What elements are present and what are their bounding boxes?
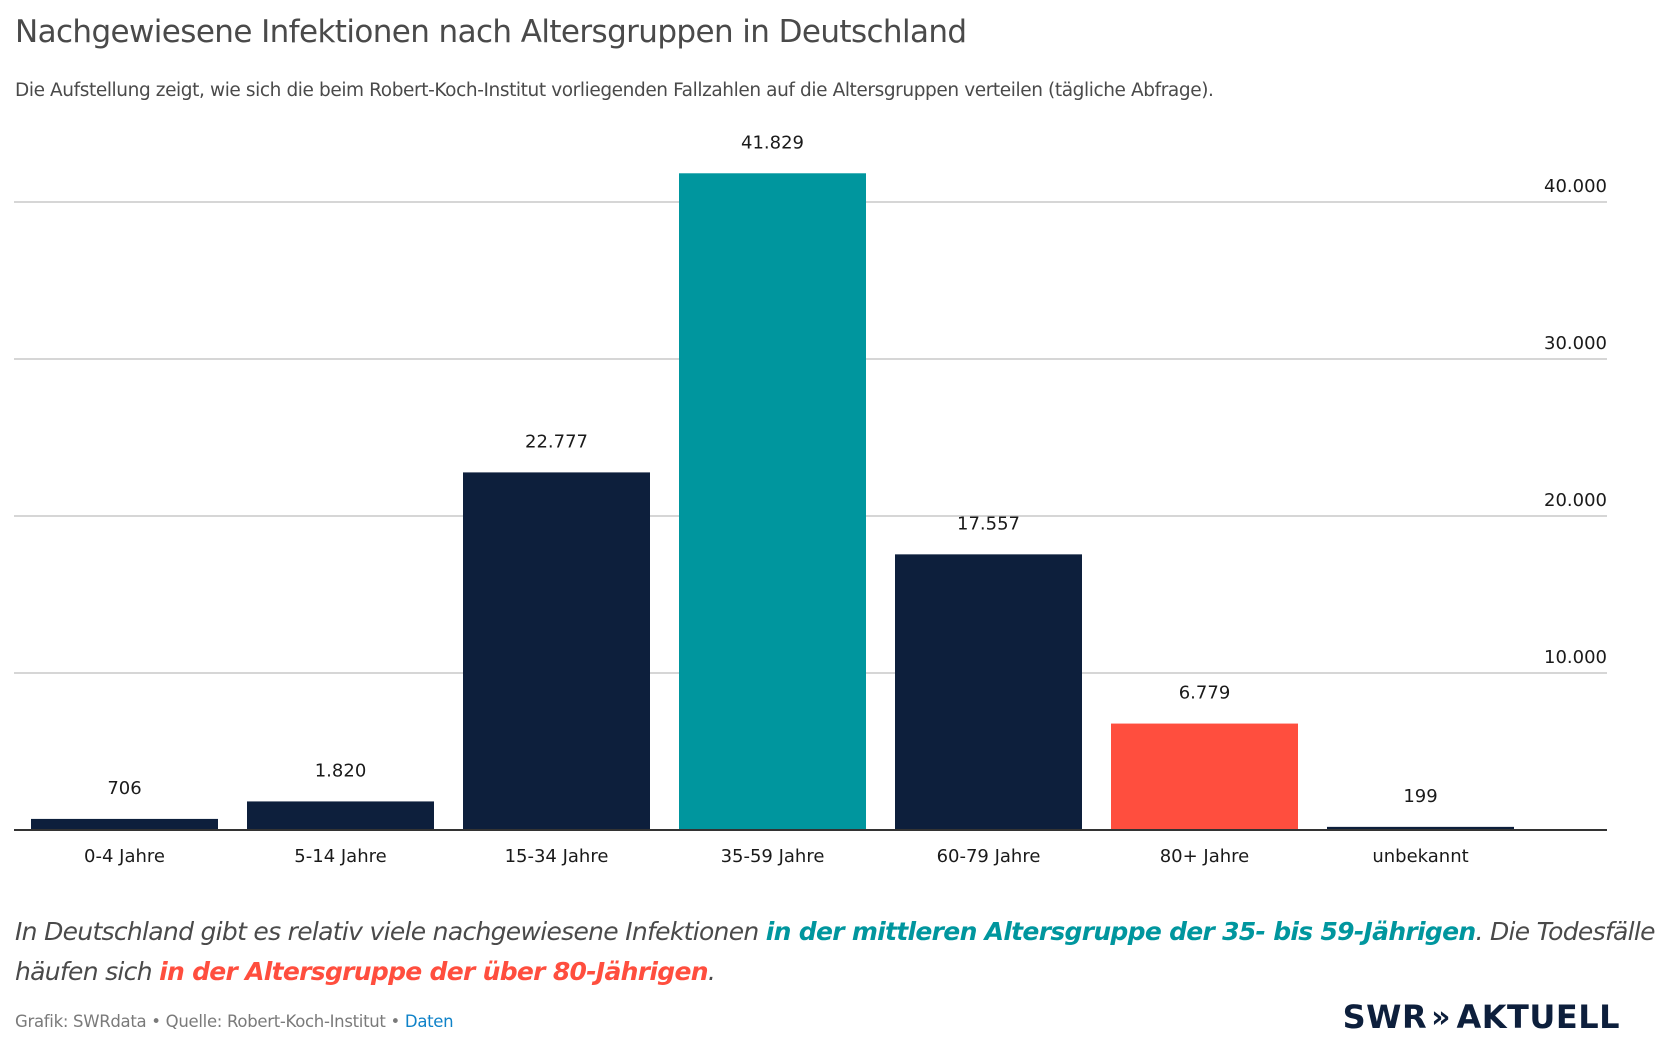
logo-brand: SWR	[1342, 998, 1428, 1036]
x-category-label: 80+ Jahre	[1160, 846, 1250, 867]
bar-35-59-jahre	[679, 173, 866, 831]
data-label: 1.820	[315, 760, 367, 781]
data-labels: 706 1.820 22.777 41.829 17.557 6.779 199	[107, 132, 1437, 807]
bar-chart: 10.000 20.000 30.000 40.000 706 1.820 22.777 4…	[14, 132, 1607, 867]
bar-0-4-jahre	[31, 818, 218, 830]
data-label: 41.829	[741, 132, 804, 153]
bars	[31, 173, 1514, 831]
credit-text: Grafik: SWRdata • Quelle: Robert-Koch-In…	[15, 1012, 405, 1031]
bar-60-79-jahre	[895, 554, 1082, 830]
y-tick-label: 30.000	[1544, 333, 1607, 354]
bar-unbekannt	[1327, 826, 1514, 830]
bar-15-34-jahre	[463, 472, 650, 830]
y-tick-label: 10.000	[1544, 647, 1607, 668]
annotation-text: In Deutschland gibt es relativ viele nac…	[15, 912, 1656, 992]
logo-product: AKTUELL	[1456, 998, 1620, 1036]
annotation-part2: . Die Todesfälle häufen sich	[15, 917, 1656, 986]
y-tick-label: 40.000	[1544, 176, 1607, 197]
annotation-highlight-over-80: in der Altersgruppe der über 80-Jährigen	[159, 957, 708, 986]
bar-80-jahre	[1111, 723, 1298, 830]
x-category-label: unbekannt	[1372, 846, 1468, 867]
source-footer: Grafik: SWRdata • Quelle: Robert-Koch-In…	[15, 1012, 454, 1031]
chart-title: Nachgewiesene Infektionen nach Altersgru…	[15, 14, 967, 50]
data-label: 17.557	[957, 513, 1020, 534]
x-category-label: 35-59 Jahre	[721, 846, 825, 867]
annotation-highlight-middle-age: in der mittleren Altersgruppe der 35- bi…	[765, 917, 1476, 946]
swr-aktuell-logo: SWR » AKTUELL	[1343, 998, 1620, 1036]
logo-chevron-icon: »	[1431, 999, 1451, 1035]
data-label: 199	[1403, 786, 1437, 807]
bar-5-14-jahre	[247, 801, 434, 830]
x-category-label: 60-79 Jahre	[937, 846, 1041, 867]
data-label: 22.777	[525, 431, 588, 452]
x-category-label: 5-14 Jahre	[294, 846, 386, 867]
data-label: 6.779	[1179, 683, 1231, 704]
annotation-part3: .	[707, 957, 716, 986]
y-axis-ticks: 10.000 20.000 30.000 40.000	[1544, 176, 1607, 668]
data-label: 706	[107, 778, 141, 799]
y-tick-label: 20.000	[1544, 490, 1607, 511]
annotation-part1: In Deutschland gibt es relativ viele nac…	[15, 917, 766, 946]
chart-subtitle: Die Aufstellung zeigt, wie sich die beim…	[15, 80, 1214, 101]
x-category-label: 0-4 Jahre	[84, 846, 165, 867]
data-link[interactable]: Daten	[404, 1012, 454, 1031]
x-axis-labels: 0-4 Jahre 5-14 Jahre 15-34 Jahre 35-59 Jahr…	[84, 846, 1469, 867]
x-category-label: 15-34 Jahre	[505, 846, 609, 867]
